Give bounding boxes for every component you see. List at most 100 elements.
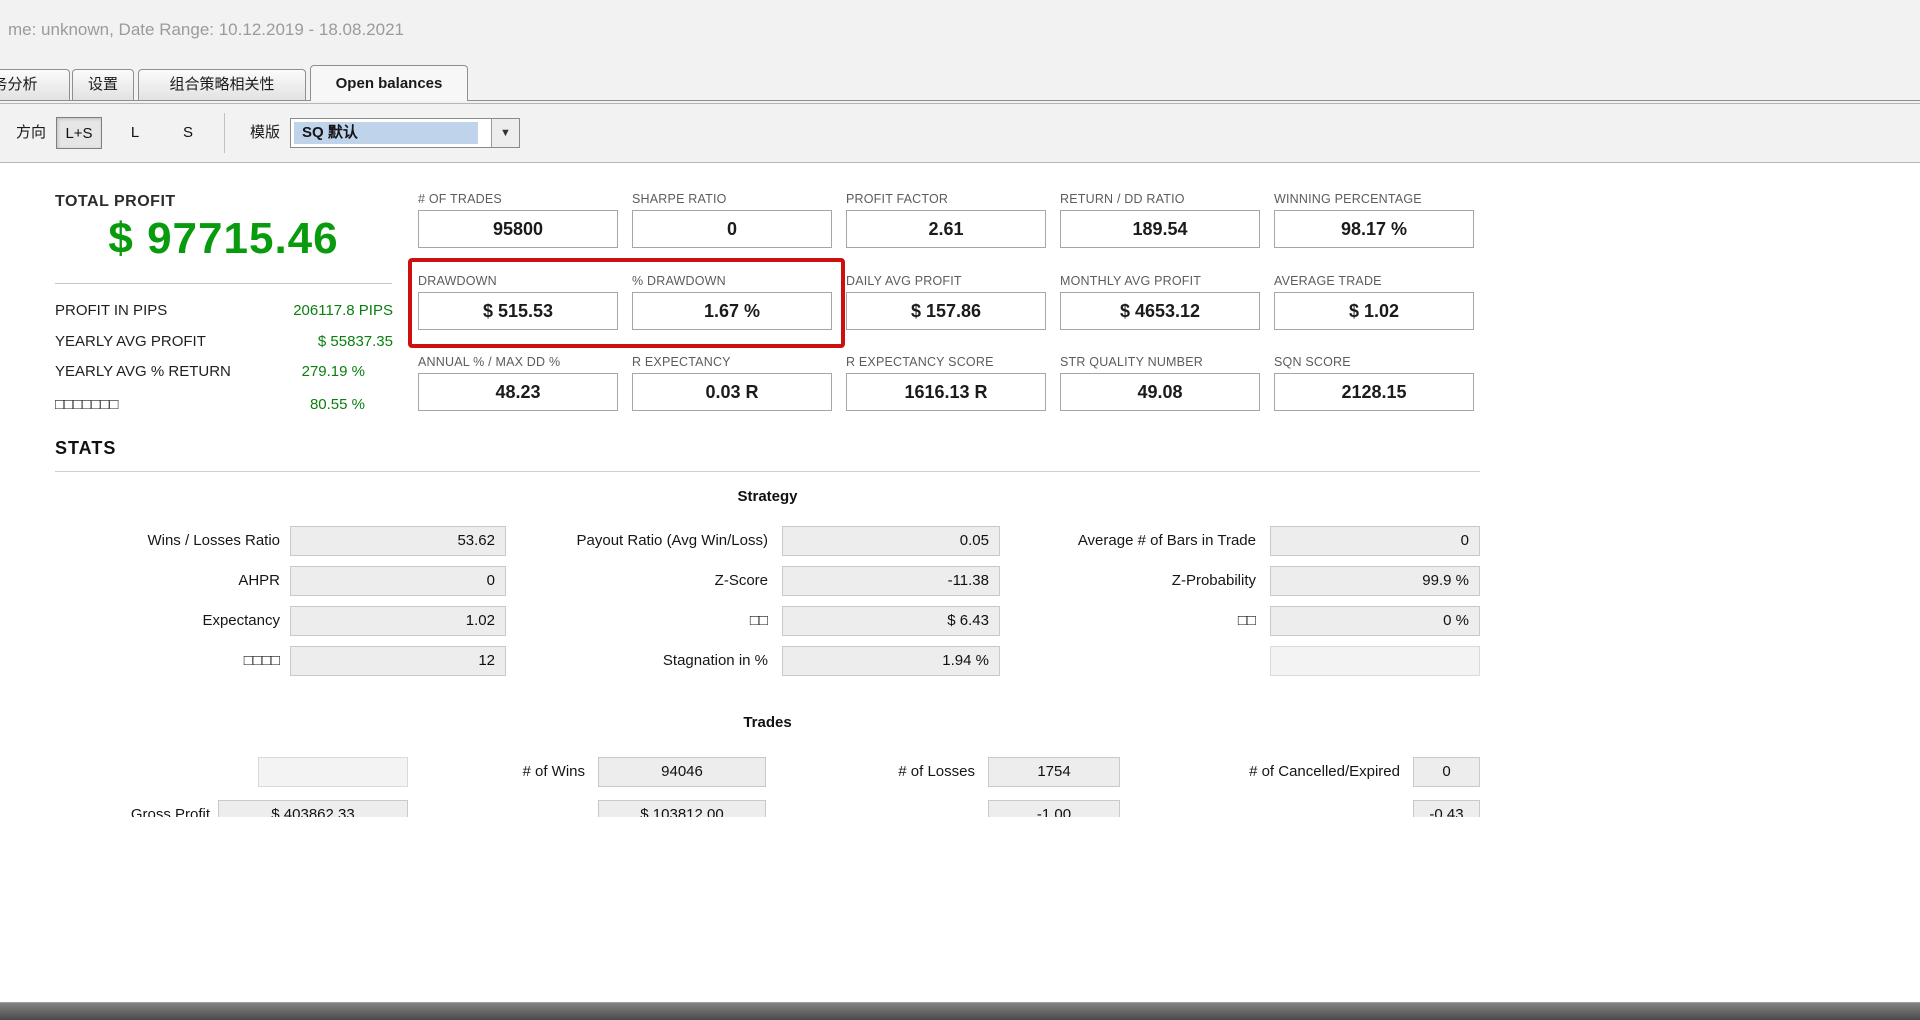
z-probability-value: 99.9 %	[1270, 566, 1480, 596]
top-chrome: me: unknown, Date Range: 10.12.2019 - 18…	[0, 0, 1920, 163]
metric-label-percent-drawdown: % DRAWDOWN	[632, 274, 726, 288]
wins-losses-ratio-label: Wins / Losses Ratio	[147, 532, 280, 549]
partial-clipped-row: Gross Profit $ 403862.33 $ 103812.00 -1.…	[0, 800, 1920, 817]
metric-value-winning-percentage: 98.17 %	[1274, 210, 1474, 248]
gross-profit-label: Gross Profit	[130, 806, 210, 817]
stagnation-value: 1.94 %	[782, 646, 1000, 676]
metric-value-sharpe-ratio: 0	[632, 210, 832, 248]
metric-label-str-quality-number: STR QUALITY NUMBER	[1060, 355, 1203, 369]
num-of-cancelled-value: 0	[1413, 757, 1480, 787]
expectancy-value: 1.02	[290, 606, 506, 636]
total-profit-label: TOTAL PROFIT	[55, 193, 176, 210]
avg-bars-in-trade-label: Average # of Bars in Trade	[1077, 532, 1256, 549]
yearly-avg-profit-label: YEARLY AVG PROFIT	[55, 333, 206, 350]
metric-label-winning-percentage: WINNING PERCENTAGE	[1274, 192, 1422, 206]
template-label: 模版	[250, 124, 281, 141]
metric-value-annual-percent-max-dd: 48.23	[418, 373, 618, 411]
metric-label-return-dd-ratio: RETURN / DD RATIO	[1060, 192, 1185, 206]
unknown-stat-1-label: □□	[749, 612, 768, 629]
unknown-stat-2-label: □□	[1237, 612, 1256, 629]
metric-label-drawdown: DRAWDOWN	[418, 274, 497, 288]
unknown-glyphs-label: □□□□□□□	[55, 396, 119, 413]
metric-label-r-expectancy-score: R EXPECTANCY SCORE	[846, 355, 994, 369]
metric-value-str-quality-number: 49.08	[1060, 373, 1260, 411]
avg-bars-in-trade-value: 0	[1270, 526, 1480, 556]
metric-label-average-trade: AVERAGE TRADE	[1274, 274, 1382, 288]
toolbar-separator	[224, 113, 225, 153]
metric-value-profit-factor: 2.61	[846, 210, 1046, 248]
partial-value-4: -0.43	[1413, 800, 1480, 817]
strategy-section-heading: Strategy	[737, 488, 798, 505]
stagnation-label: Stagnation in %	[662, 652, 768, 669]
num-of-cancelled-label: # of Cancelled/Expired	[1249, 763, 1400, 780]
metric-value-sqn-score: 2128.15	[1274, 373, 1474, 411]
unknown-stat-3-value: 12	[290, 646, 506, 676]
metric-value-average-trade: $ 1.02	[1274, 292, 1474, 330]
chevron-down-icon[interactable]: ▼	[491, 119, 519, 147]
metric-label-profit-factor: PROFIT FACTOR	[846, 192, 949, 206]
stats-divider	[55, 471, 1480, 472]
metric-label-sharpe-ratio: SHARPE RATIO	[632, 192, 727, 206]
tab-settings[interactable]: 设置	[72, 69, 134, 100]
tab-open-balances[interactable]: Open balances	[310, 65, 468, 101]
direction-button-long[interactable]: L	[130, 124, 140, 141]
metric-value-drawdown: $ 515.53	[418, 292, 618, 330]
metric-label-num-of-trades: # OF TRADES	[418, 192, 502, 206]
payout-ratio-label: Payout Ratio (Avg Win/Loss)	[576, 532, 768, 549]
highlight-rectangle	[408, 258, 845, 348]
metric-label-annual-percent-max-dd: ANNUAL % / MAX DD %	[418, 355, 561, 369]
metric-value-monthly-avg-profit: $ 4653.12	[1060, 292, 1260, 330]
metric-value-daily-avg-profit: $ 157.86	[846, 292, 1046, 330]
bottom-scrollbar[interactable]	[0, 1002, 1920, 1020]
partial-value-3: -1.00	[988, 800, 1120, 817]
empty-stat-value	[1270, 646, 1480, 676]
unknown-stat-3-label: □□□□	[243, 652, 280, 669]
metric-value-r-expectancy: 0.03 R	[632, 373, 832, 411]
stats-heading: STATS	[55, 438, 117, 458]
partial-value-1: $ 403862.33	[218, 800, 408, 817]
template-dropdown[interactable]: SQ 默认 ▼	[290, 118, 520, 148]
trades-empty-box	[258, 757, 408, 787]
direction-button-short[interactable]: S	[182, 124, 193, 141]
expectancy-label: Expectancy	[202, 612, 280, 629]
metric-value-return-dd-ratio: 189.54	[1060, 210, 1260, 248]
profit-in-pips-value: 206117.8 PIPS	[293, 302, 393, 319]
num-of-losses-label: # of Losses	[898, 763, 975, 780]
metric-value-num-of-trades: 95800	[418, 210, 618, 248]
z-score-label: Z-Score	[714, 572, 768, 589]
unknown-stat-2-value: 0 %	[1270, 606, 1480, 636]
payout-ratio-value: 0.05	[782, 526, 1000, 556]
direction-button-long-short[interactable]: L+S	[56, 117, 102, 149]
ahpr-value: 0	[290, 566, 506, 596]
window-title: me: unknown, Date Range: 10.12.2019 - 18…	[8, 20, 405, 39]
metric-label-sqn-score: SQN SCORE	[1274, 355, 1351, 369]
yearly-avg-return-label: YEARLY AVG % RETURN	[55, 363, 231, 380]
template-dropdown-value: SQ 默认	[294, 122, 478, 144]
unknown-glyphs-value: 80.55 %	[309, 396, 365, 413]
metric-label-daily-avg-profit: DAILY AVG PROFIT	[846, 274, 962, 288]
yearly-avg-return-value: 279.19 %	[301, 363, 365, 380]
wins-losses-ratio-value: 53.62	[290, 526, 506, 556]
ahpr-label: AHPR	[238, 572, 280, 589]
total-profit-value: $ 97715.46	[108, 214, 339, 263]
yearly-avg-profit-value: $ 55837.35	[317, 333, 393, 350]
num-of-wins-label: # of Wins	[522, 763, 585, 780]
toolbar: 方向 L+S L S 模版 SQ 默认 ▼	[0, 103, 1920, 163]
metric-label-r-expectancy: R EXPECTANCY	[632, 355, 731, 369]
num-of-losses-value: 1754	[988, 757, 1120, 787]
z-score-value: -11.38	[782, 566, 1000, 596]
tab-analysis[interactable]: 务分析	[0, 69, 70, 100]
tab-underline	[0, 100, 1920, 101]
metric-label-monthly-avg-profit: MONTHLY AVG PROFIT	[1060, 274, 1202, 288]
trades-section-heading: Trades	[743, 714, 792, 731]
metric-value-percent-drawdown: 1.67 %	[632, 292, 832, 330]
profit-in-pips-label: PROFIT IN PIPS	[55, 302, 168, 319]
z-probability-label: Z-Probability	[1171, 572, 1256, 589]
metric-value-r-expectancy-score: 1616.13 R	[846, 373, 1046, 411]
tab-portfolio-strategy-correlation[interactable]: 组合策略相关性	[138, 69, 306, 100]
unknown-stat-1-value: $ 6.43	[782, 606, 1000, 636]
partial-value-2: $ 103812.00	[598, 800, 766, 817]
num-of-wins-value: 94046	[598, 757, 766, 787]
direction-label: 方向	[16, 124, 47, 141]
